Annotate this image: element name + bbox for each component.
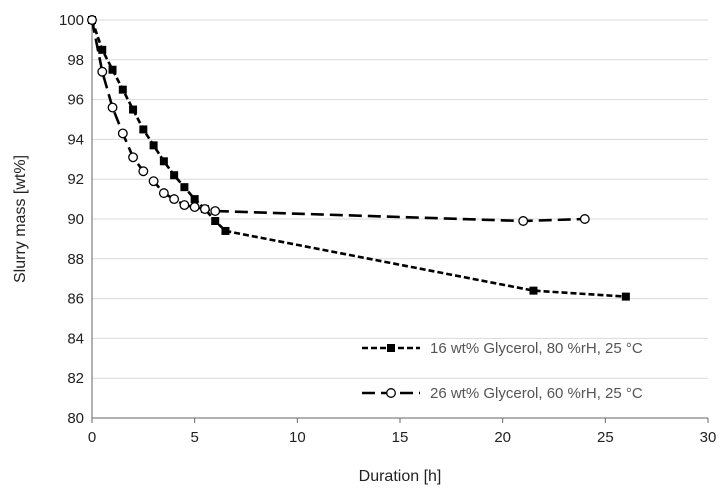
data-point <box>108 65 117 74</box>
x-tick-label: 10 <box>289 429 306 446</box>
data-point <box>159 157 168 166</box>
legend-marker <box>386 388 396 398</box>
data-point <box>529 286 538 295</box>
y-tick-label: 98 <box>67 52 84 69</box>
legend-entry-2: 26 wt% Glycerol, 60 %rH, 25 °C <box>362 385 643 402</box>
x-tick-label: 20 <box>494 429 511 446</box>
data-point <box>98 45 107 54</box>
x-tick-label: 5 <box>190 429 198 446</box>
data-point <box>128 152 139 163</box>
series-1 <box>88 16 630 301</box>
series-line <box>90 19 626 298</box>
x-tick-label: 25 <box>597 429 614 446</box>
series-2 <box>87 15 590 226</box>
legend-label: 16 wt% Glycerol, 80 %rH, 25 °C <box>430 340 643 357</box>
data-point <box>149 141 158 150</box>
series-layer <box>87 15 630 301</box>
x-tick-label: 0 <box>88 429 96 446</box>
x-axis-title: Duration [h] <box>359 468 442 485</box>
data-point <box>169 194 180 205</box>
data-point <box>139 125 148 134</box>
data-point <box>180 183 189 192</box>
data-point <box>518 216 529 226</box>
data-point <box>117 128 128 139</box>
y-tick-label: 92 <box>67 171 84 188</box>
y-axis-title: Slurry mass [wt%] <box>12 155 29 283</box>
y-tick-label: 82 <box>67 370 84 387</box>
y-tick-label: 84 <box>67 330 84 347</box>
data-point <box>221 226 230 235</box>
legend-entry-1: 16 wt% Glycerol, 80 %rH, 25 °C <box>362 340 643 357</box>
data-point <box>158 188 169 199</box>
data-point <box>148 176 159 187</box>
y-tick-label: 80 <box>67 410 84 427</box>
x-tick-label: 15 <box>392 429 409 446</box>
data-point <box>579 214 590 224</box>
axes <box>91 20 709 423</box>
grid-lines <box>92 19 708 379</box>
data-point <box>190 195 199 204</box>
data-point <box>87 15 97 25</box>
y-tick-label: 96 <box>67 92 84 109</box>
data-point <box>129 105 138 114</box>
data-point <box>97 66 108 77</box>
data-point <box>210 206 221 216</box>
data-point <box>179 200 190 211</box>
data-point <box>138 166 149 177</box>
y-tick-label: 88 <box>67 251 84 268</box>
legend-label: 26 wt% Glycerol, 60 %rH, 25 °C <box>430 385 643 402</box>
tick-labels: 80 82 84 86 88 90 92 94 96 98 100 0 5 10 15 20 25 30 <box>59 12 716 446</box>
legend-marker <box>387 344 395 352</box>
y-tick-label: 100 <box>59 12 84 29</box>
data-point <box>199 204 210 215</box>
y-tick-label: 90 <box>67 211 84 228</box>
x-tick-label: 30 <box>700 429 717 446</box>
data-point <box>170 171 179 180</box>
data-point <box>621 292 630 301</box>
y-tick-label: 94 <box>67 131 84 148</box>
data-point <box>189 202 200 213</box>
data-point <box>118 85 127 94</box>
legend: 16 wt% Glycerol, 80 %rH, 25 °C 26 wt% Gly… <box>362 340 643 402</box>
y-tick-label: 86 <box>67 291 84 308</box>
data-point <box>211 216 220 225</box>
data-point <box>107 102 118 113</box>
